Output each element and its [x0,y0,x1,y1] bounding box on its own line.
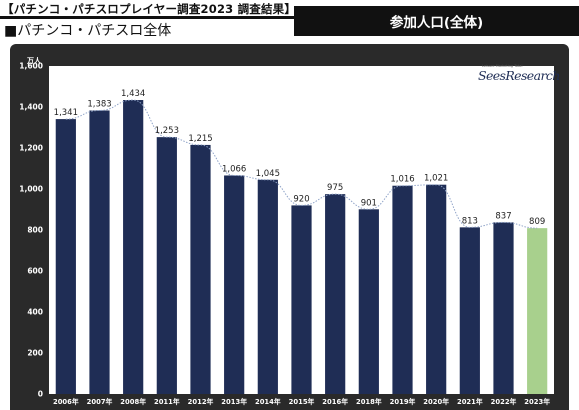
report-title: 【パチンコ・パチスロプレイヤー調査2023 調査結果】 [2,2,297,16]
x-tick-label: 2015年 [289,397,315,406]
bar [392,185,413,394]
data-label: 809 [529,217,545,227]
y-tick-label: 1,600 [19,62,43,71]
y-tick-label: 0 [38,390,43,399]
data-label: 1,045 [256,169,280,179]
bar [89,110,110,395]
bar [459,227,480,394]
bar [257,179,278,394]
bar [55,119,76,394]
bar [291,205,312,394]
y-tick-label: 1,400 [19,103,43,112]
data-label: 813 [462,216,478,226]
y-tick-label: 400 [27,308,43,317]
logo-tagline: Leisure Marketing Total [482,64,523,68]
data-label: 1,215 [188,134,212,144]
x-tick-label: 2021年 [457,397,483,406]
bar [493,222,514,394]
y-tick-label: 1,000 [19,185,43,194]
data-label: 901 [361,198,377,208]
data-label: 1,021 [424,174,448,184]
data-label: 975 [327,183,343,193]
y-tick-label: 1,200 [19,144,43,153]
bar [190,144,211,394]
y-tick-label: 800 [27,226,43,235]
data-label: 1,016 [390,175,414,185]
data-label: 1,434 [121,89,145,99]
x-tick-label: 2018年 [356,397,382,406]
data-label: 920 [293,194,309,204]
chart-heading-box: 参加人口(全体) [294,6,579,36]
data-label: 1,253 [155,126,179,136]
bar [358,209,379,394]
x-tick-label: 2019年 [390,397,416,406]
bar [426,184,447,394]
bar [527,228,548,394]
bar [224,175,245,394]
bar [123,100,144,394]
data-label: 1,066 [222,164,246,174]
x-tick-label: 2007年 [87,397,113,406]
x-tick-label: 2020年 [423,397,449,406]
data-label: 837 [495,211,511,221]
bar [325,194,346,394]
bar [156,137,177,394]
y-axis-unit: 万人 [27,57,41,65]
y-tick-label: 600 [27,267,43,276]
section-title: ■パチンコ・パチスロ全体 [4,23,172,39]
x-tick-label: 2012年 [188,397,214,406]
x-tick-label: 2008年 [120,397,146,406]
x-tick-label: 2014年 [255,397,281,406]
x-tick-label: 2023年 [524,397,550,406]
x-tick-label: 2006年 [53,397,79,406]
x-tick-label: 2022年 [491,397,517,406]
logo-name: SeesResearch [478,68,560,83]
x-tick-label: 2016年 [322,397,348,406]
data-label: 1,383 [87,99,111,109]
chart-heading: 参加人口(全体) [389,15,484,31]
data-label: 1,341 [54,108,78,118]
title-underline [0,16,295,19]
x-tick-label: 2011年 [154,397,180,406]
sees-research-logo: Leisure Marketing Total SeesResearch [472,64,560,86]
x-tick-label: 2013年 [221,397,247,406]
y-tick-label: 200 [27,349,43,358]
